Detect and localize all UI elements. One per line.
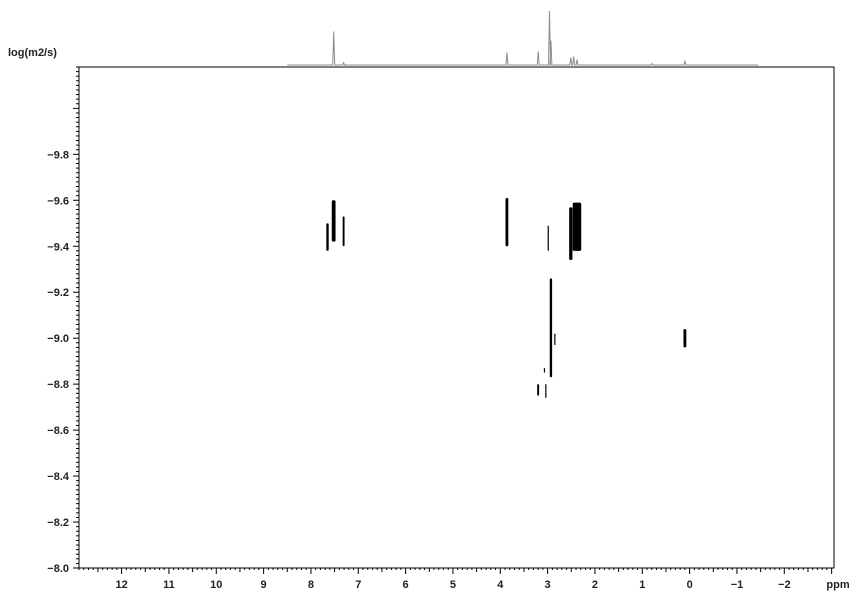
x-tick-label: 2 xyxy=(592,579,598,591)
y-tick-label: −9.4 xyxy=(47,241,70,253)
dosy-signal xyxy=(545,384,547,398)
x-tick-label: 10 xyxy=(210,579,222,591)
y-tick-label: −9.0 xyxy=(47,333,69,345)
dosy-signal xyxy=(326,223,329,251)
dosy-signal xyxy=(569,207,573,261)
dosy-signal xyxy=(505,197,509,247)
x-tick-label: −2 xyxy=(778,579,791,591)
x-axis-label: ppm xyxy=(826,579,849,591)
y-tick-label: −8.4 xyxy=(47,471,70,483)
x-tick-label: 11 xyxy=(163,579,175,591)
dosy-signal xyxy=(554,333,556,346)
y-tick-label: −8.0 xyxy=(47,563,69,575)
x-tick-label: −1 xyxy=(731,579,744,591)
y-axis-ticks: −9.8 −9.6 −9.4 −9.2 −9.0 −8.8 −8.6 −8.4 −8.2 −8.0 xyxy=(47,66,79,575)
x-tick-label: 0 xyxy=(687,579,693,591)
y-tick-label: −8.8 xyxy=(47,379,69,391)
y-tick-label: −8.6 xyxy=(47,425,69,437)
plot-frame xyxy=(78,66,835,569)
y-axis-label: log(m2/s) xyxy=(8,47,57,59)
x-axis-ticks: 12 11 10 9 8 7 6 5 4 3 2 1 0 −1 −2 xyxy=(78,568,833,591)
dosy-signal xyxy=(537,384,540,396)
x-tick-label: 9 xyxy=(261,579,267,591)
dosy-signal xyxy=(683,328,687,348)
y-tick-label: −8.2 xyxy=(47,517,69,529)
dosy-signal xyxy=(549,278,553,378)
signals-layer xyxy=(326,197,687,398)
y-tick-label: −9.2 xyxy=(47,287,69,299)
x-tick-label: 1 xyxy=(639,579,645,591)
f2-projection-spectrum xyxy=(287,10,759,66)
x-tick-label: 12 xyxy=(115,579,127,591)
x-tick-label: 6 xyxy=(403,579,409,591)
dosy-signal xyxy=(342,216,345,247)
dosy-signal xyxy=(572,202,582,251)
x-tick-label: 4 xyxy=(497,579,504,591)
x-tick-label: 7 xyxy=(355,579,361,591)
y-tick-label: −9.6 xyxy=(47,195,69,207)
x-tick-label: 3 xyxy=(545,579,551,591)
y-tick-label: −9.8 xyxy=(47,149,69,161)
x-tick-label: 5 xyxy=(450,579,456,591)
dosy-signal xyxy=(547,225,549,251)
x-tick-label: 8 xyxy=(308,579,314,591)
dosy-signal xyxy=(331,200,336,242)
dosy-signal xyxy=(543,368,546,373)
